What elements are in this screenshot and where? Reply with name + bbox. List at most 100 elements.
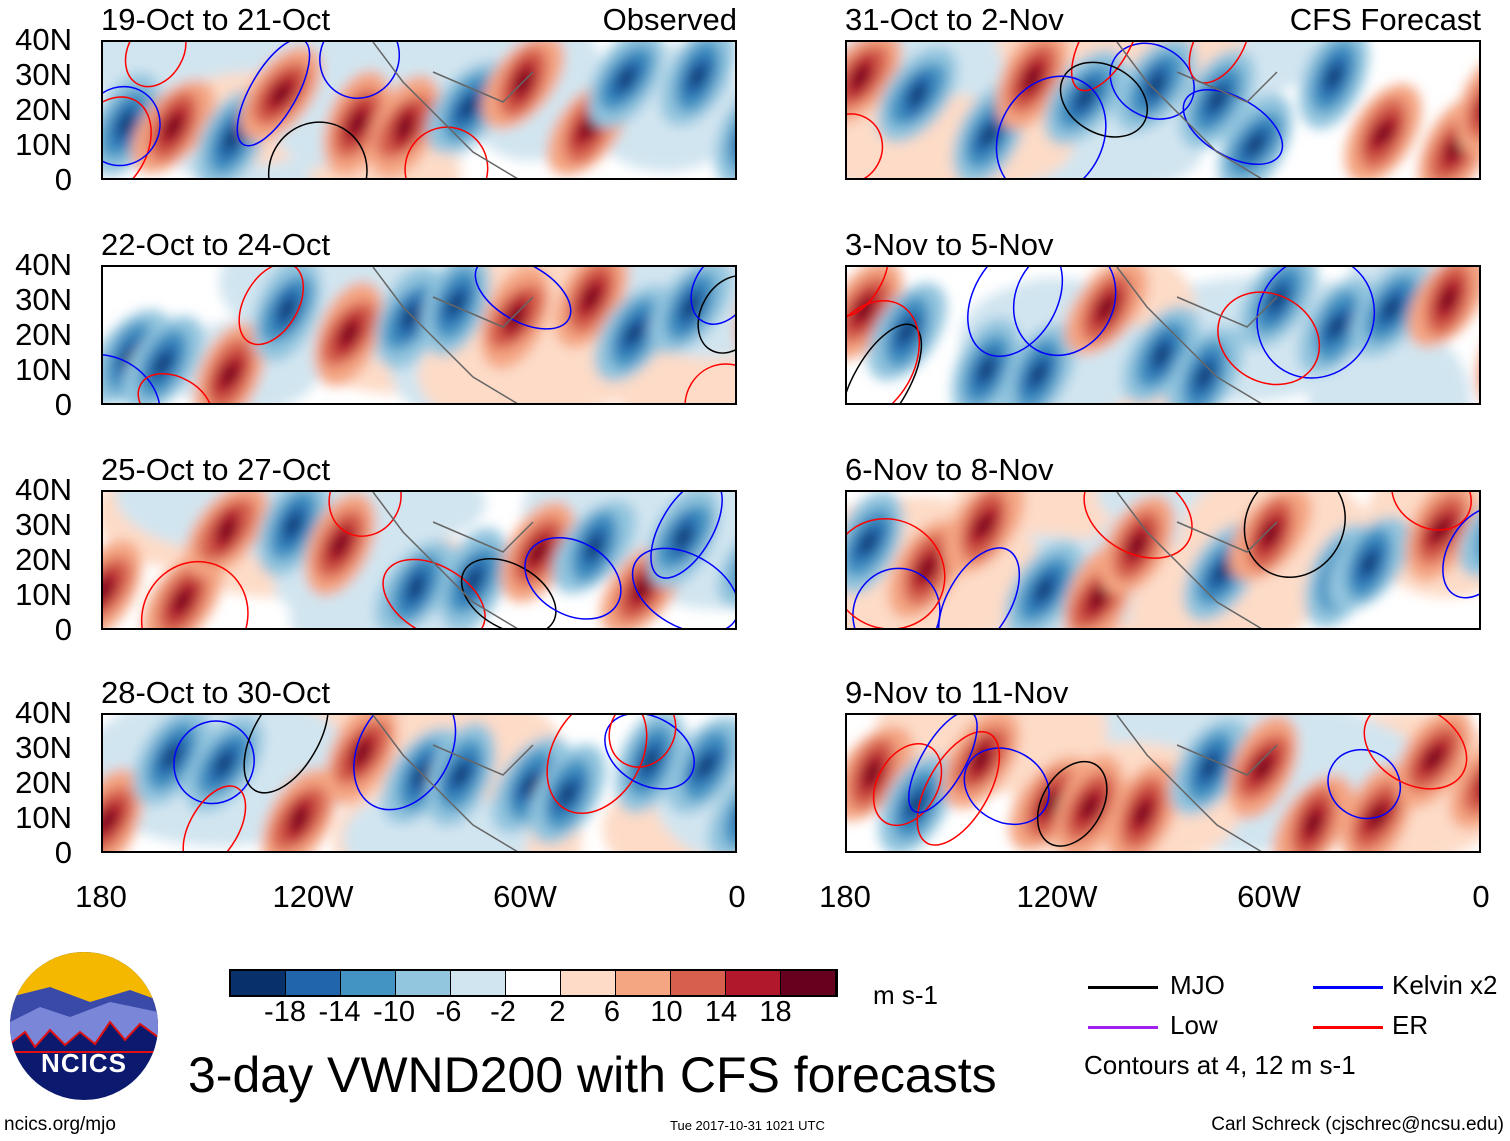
lat-label: 10N [15, 800, 72, 835]
contour-line [243, 715, 329, 794]
negative-anomaly [660, 42, 735, 127]
contour-line [173, 720, 255, 805]
negative-anomaly [666, 716, 735, 814]
map-panel [101, 40, 737, 180]
map-panel [101, 265, 737, 405]
negative-anomaly [1238, 267, 1318, 348]
contour-line [124, 42, 187, 88]
positive-anomaly [1344, 84, 1422, 178]
lat-label: 0 [54, 835, 72, 870]
positive-anomaly [1064, 267, 1149, 355]
positive-anomaly [942, 715, 1020, 809]
lat-label: 40N [15, 472, 72, 507]
positive-anomaly [103, 540, 142, 628]
map-panel [101, 713, 737, 853]
contour-note: Contours at 4, 12 m s-1 [1084, 1050, 1356, 1080]
colorbar-units: m s-1 [873, 980, 938, 1010]
positive-anomaly [325, 715, 398, 804]
positive-anomaly [847, 42, 902, 124]
contour-line [1442, 506, 1479, 599]
positive-anomaly [996, 42, 1069, 130]
negative-anomaly [1299, 42, 1369, 129]
contour-line [650, 492, 723, 579]
colorbar-swatch [671, 971, 726, 995]
figure-title: 3-day VWND200 with CFS forecasts [188, 1047, 997, 1103]
coastline [1116, 715, 1278, 851]
lat-label: 40N [15, 247, 72, 282]
colorbar-tick: 18 [759, 996, 792, 1028]
lat-label: 0 [54, 162, 72, 197]
legend-line-er [1313, 1026, 1383, 1029]
lon-label: 180 [75, 879, 127, 914]
negative-anomaly [1004, 541, 1084, 628]
coastline [372, 715, 534, 851]
logo-text: NCICS [41, 1048, 127, 1078]
lon-label: 0 [728, 879, 746, 914]
contour-line [182, 785, 247, 851]
positive-anomaly [1449, 734, 1479, 829]
colorbar-tick: -14 [318, 996, 361, 1028]
contour-line [872, 742, 943, 827]
colorbar-swatch [341, 971, 396, 995]
legend-line-mjo [1088, 986, 1158, 989]
positive-anomaly [103, 768, 143, 851]
negative-anomaly [1170, 717, 1250, 816]
negative-anomaly [552, 500, 637, 594]
positive-anomaly [943, 492, 1025, 574]
contour-line [690, 267, 735, 325]
contour-line [1363, 715, 1468, 790]
contour-line [137, 372, 213, 403]
panel-title: 31-Oct to 2-Nov [845, 2, 1064, 37]
negative-anomaly [847, 492, 904, 595]
contour-line [995, 75, 1107, 178]
lat-label: 0 [54, 387, 72, 422]
lat-label: 30N [15, 282, 72, 317]
positive-anomaly [1227, 715, 1299, 819]
colorbar-tick: 10 [650, 996, 683, 1028]
negative-anomaly [878, 754, 954, 851]
negative-anomaly [257, 492, 329, 577]
contour-line [1109, 42, 1195, 120]
negative-anomaly [122, 316, 204, 403]
contour-line [1012, 267, 1117, 357]
contour-line [328, 492, 402, 537]
panel-title: 3-Nov to 5-Nov [845, 227, 1054, 262]
colorbar-tick: 2 [549, 996, 566, 1028]
contour-line [103, 353, 162, 403]
positive-anomaly [131, 79, 216, 174]
lon-label: 120W [1016, 879, 1098, 914]
panel-title: 19-Oct to 21-Oct [101, 2, 331, 37]
lat-label: 30N [15, 507, 72, 542]
contour-line [267, 121, 368, 178]
lon-label: 180 [819, 879, 871, 914]
contour-line [1217, 291, 1321, 386]
negative-anomaly [426, 722, 496, 827]
contour-line [908, 715, 978, 814]
coastline [1116, 42, 1278, 178]
positive-anomaly [194, 322, 265, 403]
negative-anomaly [1297, 277, 1377, 376]
contour-line [546, 715, 648, 815]
map-panel [101, 490, 737, 630]
contour-line [963, 747, 1050, 826]
positive-anomaly [1342, 764, 1413, 851]
colorbar-swatch [286, 971, 341, 995]
legend-label-low: Low [1170, 1010, 1218, 1040]
footer-url[interactable]: ncics.org/mjo [4, 1114, 116, 1135]
positive-anomaly [1106, 762, 1179, 851]
colorbar-swatch [506, 971, 561, 995]
positive-anomaly [261, 768, 337, 851]
colorbar-tick: -6 [435, 996, 462, 1028]
lat-label: 20N [15, 542, 72, 577]
colorbar-tick: -2 [490, 996, 516, 1028]
coastline [372, 492, 534, 628]
contour-line [236, 42, 311, 147]
positive-anomaly [185, 492, 269, 577]
contour-line [353, 715, 457, 811]
contour-line [847, 300, 921, 403]
contour-line [238, 267, 305, 346]
observed-label: Observed [602, 2, 737, 37]
lat-label: 30N [15, 730, 72, 765]
lat-label: 10N [15, 352, 72, 387]
map-panel [845, 490, 1481, 630]
